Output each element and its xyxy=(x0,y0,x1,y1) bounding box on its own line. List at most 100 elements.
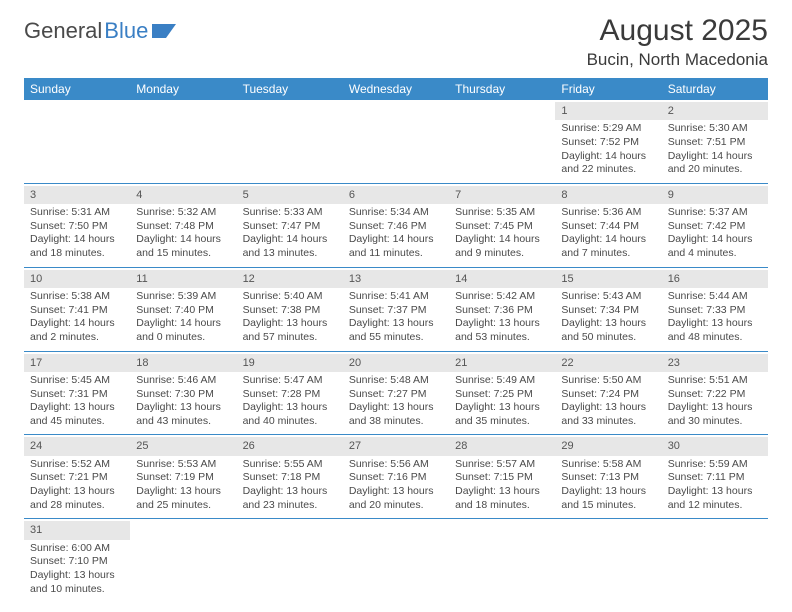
sunrise-text: Sunrise: 5:59 AM xyxy=(668,458,762,472)
sunrise-text: Sunrise: 5:30 AM xyxy=(668,122,762,136)
sunset-text: Sunset: 7:40 PM xyxy=(136,304,230,318)
day-number: 6 xyxy=(343,186,449,204)
sunrise-text: Sunrise: 5:40 AM xyxy=(243,290,337,304)
sunset-text: Sunset: 7:45 PM xyxy=(455,220,549,234)
day-number: 9 xyxy=(662,186,768,204)
day-number: 19 xyxy=(237,354,343,372)
calendar-week-row: 24Sunrise: 5:52 AMSunset: 7:21 PMDayligh… xyxy=(24,435,768,519)
daylight2-text: and 35 minutes. xyxy=(455,415,549,429)
daylight1-text: Daylight: 14 hours xyxy=(30,233,124,247)
daylight2-text: and 4 minutes. xyxy=(668,247,762,261)
logo: GeneralBlue xyxy=(24,18,178,44)
calendar-day-cell: 25Sunrise: 5:53 AMSunset: 7:19 PMDayligh… xyxy=(130,435,236,519)
calendar-day-cell: 21Sunrise: 5:49 AMSunset: 7:25 PMDayligh… xyxy=(449,351,555,435)
calendar-day-cell xyxy=(24,100,130,183)
sunset-text: Sunset: 7:18 PM xyxy=(243,471,337,485)
calendar-day-cell: 3Sunrise: 5:31 AMSunset: 7:50 PMDaylight… xyxy=(24,183,130,267)
sunset-text: Sunset: 7:27 PM xyxy=(349,388,443,402)
day-number: 2 xyxy=(662,102,768,120)
daylight1-text: Daylight: 14 hours xyxy=(136,233,230,247)
daylight1-text: Daylight: 13 hours xyxy=(30,401,124,415)
sunrise-text: Sunrise: 5:58 AM xyxy=(561,458,655,472)
sunset-text: Sunset: 7:46 PM xyxy=(349,220,443,234)
sunset-text: Sunset: 7:50 PM xyxy=(30,220,124,234)
daylight2-text: and 40 minutes. xyxy=(243,415,337,429)
daylight1-text: Daylight: 13 hours xyxy=(561,317,655,331)
day-number: 16 xyxy=(662,270,768,288)
sunset-text: Sunset: 7:28 PM xyxy=(243,388,337,402)
weekday-header: Friday xyxy=(555,78,661,100)
sunrise-text: Sunrise: 5:46 AM xyxy=(136,374,230,388)
calendar-day-cell: 2Sunrise: 5:30 AMSunset: 7:51 PMDaylight… xyxy=(662,100,768,183)
daylight2-text: and 53 minutes. xyxy=(455,331,549,345)
sunrise-text: Sunrise: 5:53 AM xyxy=(136,458,230,472)
daylight2-text: and 15 minutes. xyxy=(136,247,230,261)
daylight1-text: Daylight: 14 hours xyxy=(455,233,549,247)
daylight2-text: and 22 minutes. xyxy=(561,163,655,177)
daylight2-text: and 50 minutes. xyxy=(561,331,655,345)
sunrise-text: Sunrise: 5:52 AM xyxy=(30,458,124,472)
daylight1-text: Daylight: 13 hours xyxy=(349,401,443,415)
calendar-day-cell: 8Sunrise: 5:36 AMSunset: 7:44 PMDaylight… xyxy=(555,183,661,267)
day-number: 30 xyxy=(662,437,768,455)
logo-flag-icon xyxy=(152,22,178,40)
daylight2-text: and 12 minutes. xyxy=(668,499,762,513)
calendar-day-cell: 12Sunrise: 5:40 AMSunset: 7:38 PMDayligh… xyxy=(237,267,343,351)
sunset-text: Sunset: 7:36 PM xyxy=(455,304,549,318)
day-number: 24 xyxy=(24,437,130,455)
calendar-day-cell: 9Sunrise: 5:37 AMSunset: 7:42 PMDaylight… xyxy=(662,183,768,267)
weekday-header-row: Sunday Monday Tuesday Wednesday Thursday… xyxy=(24,78,768,100)
sunrise-text: Sunrise: 5:55 AM xyxy=(243,458,337,472)
daylight1-text: Daylight: 13 hours xyxy=(136,485,230,499)
calendar-day-cell: 11Sunrise: 5:39 AMSunset: 7:40 PMDayligh… xyxy=(130,267,236,351)
daylight2-text: and 18 minutes. xyxy=(455,499,549,513)
weekday-header: Sunday xyxy=(24,78,130,100)
sunset-text: Sunset: 7:24 PM xyxy=(561,388,655,402)
daylight1-text: Daylight: 13 hours xyxy=(243,485,337,499)
daylight1-text: Daylight: 14 hours xyxy=(668,233,762,247)
day-number: 8 xyxy=(555,186,661,204)
calendar-day-cell xyxy=(130,519,236,602)
sunrise-text: Sunrise: 5:38 AM xyxy=(30,290,124,304)
calendar-week-row: 31Sunrise: 6:00 AMSunset: 7:10 PMDayligh… xyxy=(24,519,768,602)
daylight1-text: Daylight: 13 hours xyxy=(668,317,762,331)
sunrise-text: Sunrise: 5:33 AM xyxy=(243,206,337,220)
daylight1-text: Daylight: 13 hours xyxy=(455,401,549,415)
daylight2-text: and 9 minutes. xyxy=(455,247,549,261)
day-number: 21 xyxy=(449,354,555,372)
day-number: 22 xyxy=(555,354,661,372)
calendar-day-cell: 27Sunrise: 5:56 AMSunset: 7:16 PMDayligh… xyxy=(343,435,449,519)
sunrise-text: Sunrise: 5:32 AM xyxy=(136,206,230,220)
calendar-week-row: 17Sunrise: 5:45 AMSunset: 7:31 PMDayligh… xyxy=(24,351,768,435)
daylight1-text: Daylight: 13 hours xyxy=(668,485,762,499)
sunset-text: Sunset: 7:37 PM xyxy=(349,304,443,318)
calendar-day-cell: 7Sunrise: 5:35 AMSunset: 7:45 PMDaylight… xyxy=(449,183,555,267)
calendar-day-cell: 10Sunrise: 5:38 AMSunset: 7:41 PMDayligh… xyxy=(24,267,130,351)
day-number: 11 xyxy=(130,270,236,288)
daylight1-text: Daylight: 14 hours xyxy=(561,150,655,164)
daylight1-text: Daylight: 14 hours xyxy=(243,233,337,247)
sunrise-text: Sunrise: 5:49 AM xyxy=(455,374,549,388)
calendar-day-cell: 28Sunrise: 5:57 AMSunset: 7:15 PMDayligh… xyxy=(449,435,555,519)
sunset-text: Sunset: 7:38 PM xyxy=(243,304,337,318)
sunrise-text: Sunrise: 5:51 AM xyxy=(668,374,762,388)
daylight2-text: and 7 minutes. xyxy=(561,247,655,261)
daylight1-text: Daylight: 13 hours xyxy=(561,485,655,499)
calendar-week-row: 10Sunrise: 5:38 AMSunset: 7:41 PMDayligh… xyxy=(24,267,768,351)
daylight2-text: and 43 minutes. xyxy=(136,415,230,429)
day-number: 18 xyxy=(130,354,236,372)
calendar-day-cell: 20Sunrise: 5:48 AMSunset: 7:27 PMDayligh… xyxy=(343,351,449,435)
daylight1-text: Daylight: 13 hours xyxy=(455,485,549,499)
daylight1-text: Daylight: 13 hours xyxy=(561,401,655,415)
sunrise-text: Sunrise: 5:43 AM xyxy=(561,290,655,304)
daylight1-text: Daylight: 14 hours xyxy=(349,233,443,247)
day-number: 26 xyxy=(237,437,343,455)
calendar-day-cell: 14Sunrise: 5:42 AMSunset: 7:36 PMDayligh… xyxy=(449,267,555,351)
day-number: 12 xyxy=(237,270,343,288)
sunset-text: Sunset: 7:34 PM xyxy=(561,304,655,318)
weekday-header: Thursday xyxy=(449,78,555,100)
day-number: 13 xyxy=(343,270,449,288)
day-number: 3 xyxy=(24,186,130,204)
calendar-week-row: 1Sunrise: 5:29 AMSunset: 7:52 PMDaylight… xyxy=(24,100,768,183)
sunrise-text: Sunrise: 5:47 AM xyxy=(243,374,337,388)
